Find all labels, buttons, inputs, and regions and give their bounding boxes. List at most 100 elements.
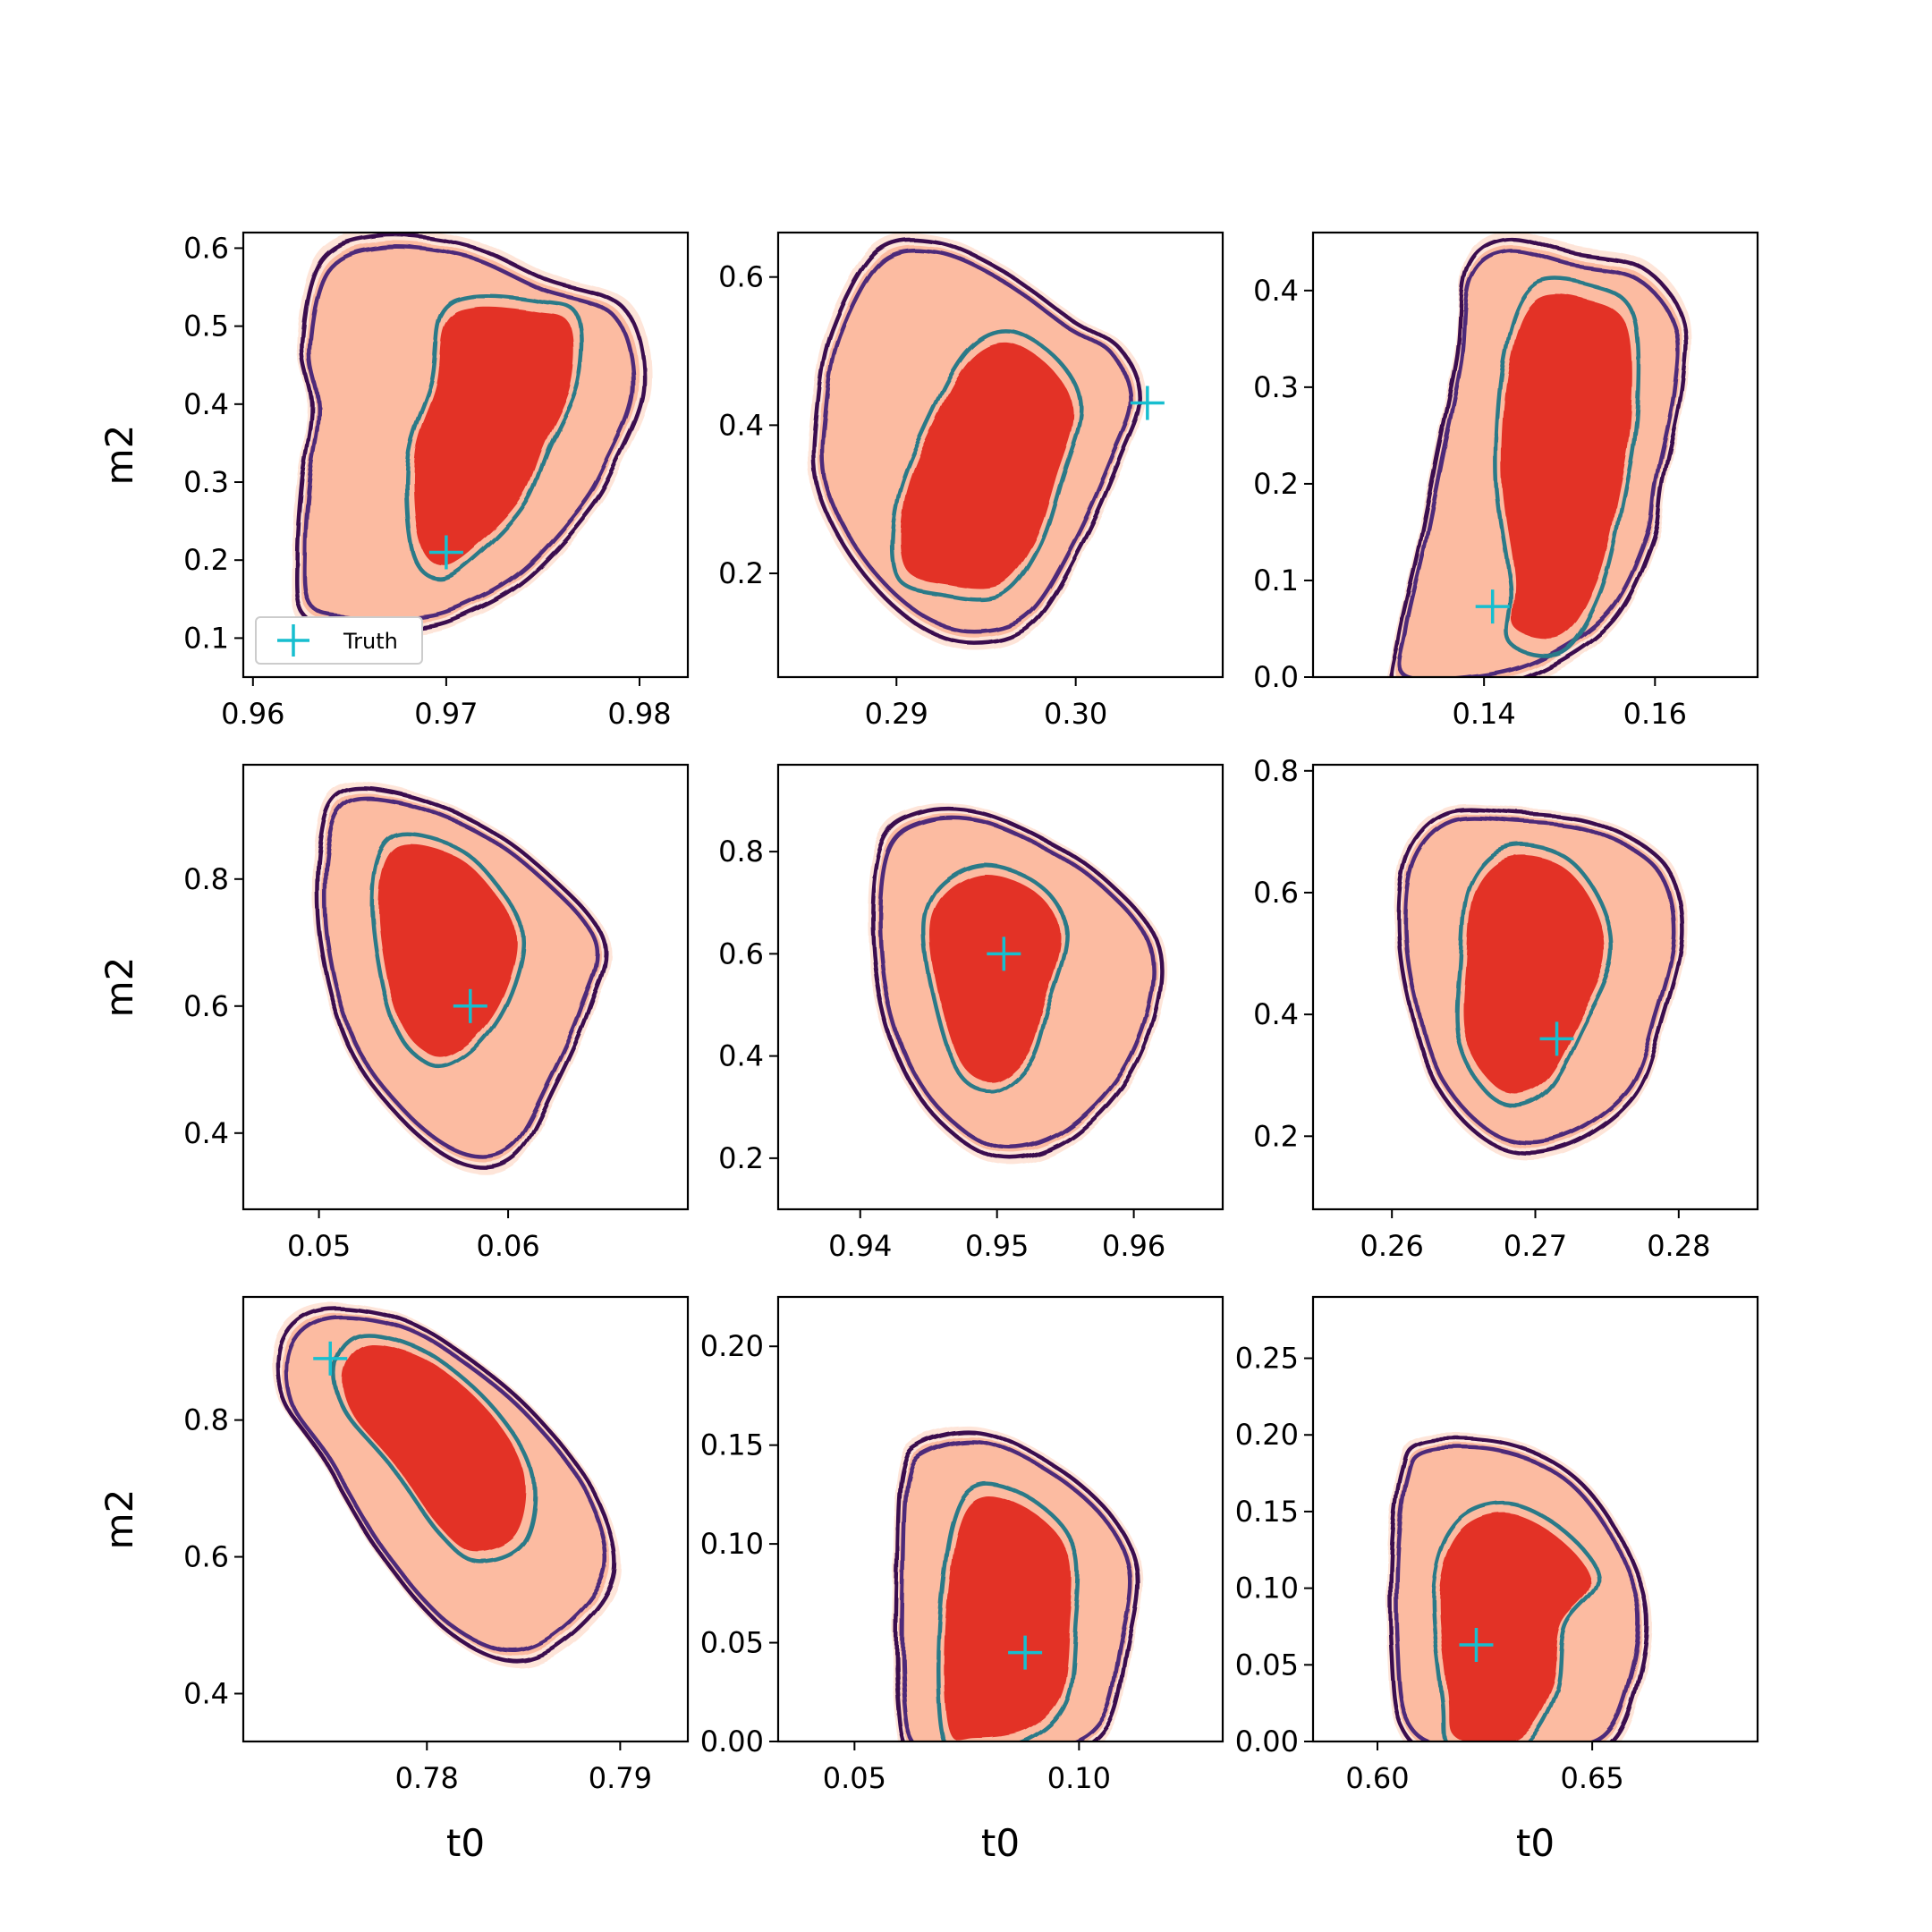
truth-marker <box>453 988 487 1023</box>
contour-mid <box>1394 1445 1641 1741</box>
x-tick-label: 0.96 <box>1102 1229 1165 1263</box>
y-tick-label: 0.20 <box>1235 1418 1299 1452</box>
axes-frame <box>242 231 690 679</box>
plot-area <box>1386 233 1691 677</box>
truth-marker <box>1459 1628 1494 1663</box>
y-tick-label: 0.2 <box>1253 1119 1299 1153</box>
y-tick-label: 0.2 <box>183 543 229 577</box>
x-tick-label: 0.06 <box>476 1229 539 1263</box>
x-tick-label: 0.78 <box>395 1761 459 1795</box>
density-region-inner <box>1439 1513 1591 1741</box>
y-tick-label: 0.25 <box>1235 1342 1299 1376</box>
density-region-inner <box>1501 293 1632 640</box>
axes-frame <box>1311 231 1759 679</box>
y-axis-label: m2 <box>97 957 141 1018</box>
plot-area <box>1385 1432 1652 1741</box>
x-tick-label: 0.98 <box>607 697 671 731</box>
contour-mid <box>284 1314 608 1653</box>
y-tick-label: 0.2 <box>1253 467 1299 501</box>
legend-label: Truth <box>343 629 398 654</box>
x-tick-label: 0.65 <box>1561 1761 1624 1795</box>
axes-frame <box>242 763 690 1211</box>
y-tick-label: 0.4 <box>718 408 764 442</box>
truth-marker <box>1130 386 1165 420</box>
truth-marker <box>428 535 463 570</box>
plot-area <box>808 233 1147 650</box>
contour-outer <box>1396 808 1685 1155</box>
y-tick-label: 0.8 <box>183 862 229 896</box>
contour-outer <box>275 1305 618 1664</box>
contour-inner <box>1494 276 1641 658</box>
plot-area <box>1394 804 1688 1160</box>
density-region-inner <box>1462 855 1606 1094</box>
panel-1: 0.96 0.97 0.98 0.1 0.2 0.3 0.4 0.5 0.6 m2 Truth <box>97 231 690 731</box>
legend-box <box>255 616 423 665</box>
x-tick-label: 0.05 <box>287 1229 351 1263</box>
contour-outer <box>870 807 1164 1160</box>
contour-mid <box>302 244 636 622</box>
y-tick-label: 0.10 <box>700 1527 764 1561</box>
contour-inner <box>370 832 526 1070</box>
y-tick-label: 0.6 <box>718 260 764 294</box>
panel-7: 0.78 0.79 0.4 0.6 0.8 m2 t0 <box>97 1295 690 1865</box>
plot-area <box>867 803 1167 1165</box>
y-tick-label: 0.4 <box>183 1676 229 1710</box>
x-tick-label: 0.10 <box>1047 1761 1111 1795</box>
plot-area <box>271 1301 622 1668</box>
axes-frame <box>776 1295 1224 1743</box>
truth-marker <box>1475 589 1510 624</box>
plot-area <box>291 233 653 636</box>
contour-mid <box>877 816 1156 1150</box>
y-tick-label: 0.00 <box>700 1724 764 1758</box>
contour-mid <box>900 1439 1133 1741</box>
truth-marker <box>1539 1021 1574 1056</box>
x-tick-label: 0.26 <box>1360 1229 1424 1263</box>
x-tick-label: 0.97 <box>414 697 478 731</box>
panel-6: 0.26 0.27 0.28 0.2 0.4 0.6 0.8 <box>1253 754 1759 1263</box>
panel-3: 0.14 0.16 0.0 0.1 0.2 0.3 0.4 <box>1253 231 1759 731</box>
y-tick-label: 0.20 <box>700 1329 764 1363</box>
y-tick-label: 0.8 <box>183 1403 229 1437</box>
x-tick-label: 0.27 <box>1504 1229 1567 1263</box>
y-tick-label: 0.8 <box>718 835 764 869</box>
y-tick-label: 0.05 <box>1235 1648 1299 1682</box>
contour-outer <box>811 237 1142 645</box>
x-tick-label: 0.94 <box>828 1229 892 1263</box>
contour-mid <box>322 796 600 1159</box>
y-tick-label: 0.5 <box>183 309 229 343</box>
contour-inner <box>403 293 584 581</box>
y-axis-label: m2 <box>97 425 141 486</box>
x-tick-label: 0.05 <box>823 1761 886 1795</box>
density-region-inner <box>343 1343 527 1552</box>
axes-frame <box>242 1295 690 1743</box>
x-tick-label: 0.30 <box>1044 697 1107 731</box>
truth-marker <box>1008 1635 1043 1670</box>
x-axis-label: t0 <box>446 1821 485 1865</box>
plot-area <box>311 782 612 1175</box>
contour-outer <box>315 786 608 1170</box>
x-tick-label: 0.14 <box>1453 697 1516 731</box>
panel-5: 0.94 0.95 0.96 0.2 0.4 0.6 0.8 <box>718 763 1224 1263</box>
y-tick-label: 0.4 <box>183 387 229 421</box>
y-tick-label: 0.00 <box>1235 1724 1299 1758</box>
x-tick-label: 0.28 <box>1647 1229 1710 1263</box>
contour-outer <box>294 233 647 631</box>
density-region-inner <box>412 306 574 566</box>
y-tick-label: 0.2 <box>718 556 764 590</box>
y-tick-label: 0.6 <box>183 1540 229 1574</box>
contour-inner <box>1430 1501 1600 1741</box>
y-tick-label: 0.1 <box>183 621 229 655</box>
panel-4: 0.05 0.06 0.4 0.6 0.8 m2 <box>97 763 690 1263</box>
density-region-inner <box>378 844 517 1058</box>
contour-inner <box>1454 843 1614 1107</box>
y-tick-label: 0.4 <box>1253 997 1299 1031</box>
contour-mid <box>820 248 1133 634</box>
x-tick-label: 0.96 <box>221 697 284 731</box>
plot-area <box>892 1426 1143 1741</box>
panel-8: 0.05 0.10 0.00 0.05 0.10 0.15 0.20 t0 <box>700 1295 1224 1865</box>
y-tick-label: 0.10 <box>1235 1572 1299 1606</box>
contour-inner <box>921 863 1069 1094</box>
y-tick-label: 0.6 <box>718 936 764 970</box>
x-tick-label: 0.60 <box>1345 1761 1409 1795</box>
y-tick-label: 0.15 <box>1235 1495 1299 1529</box>
